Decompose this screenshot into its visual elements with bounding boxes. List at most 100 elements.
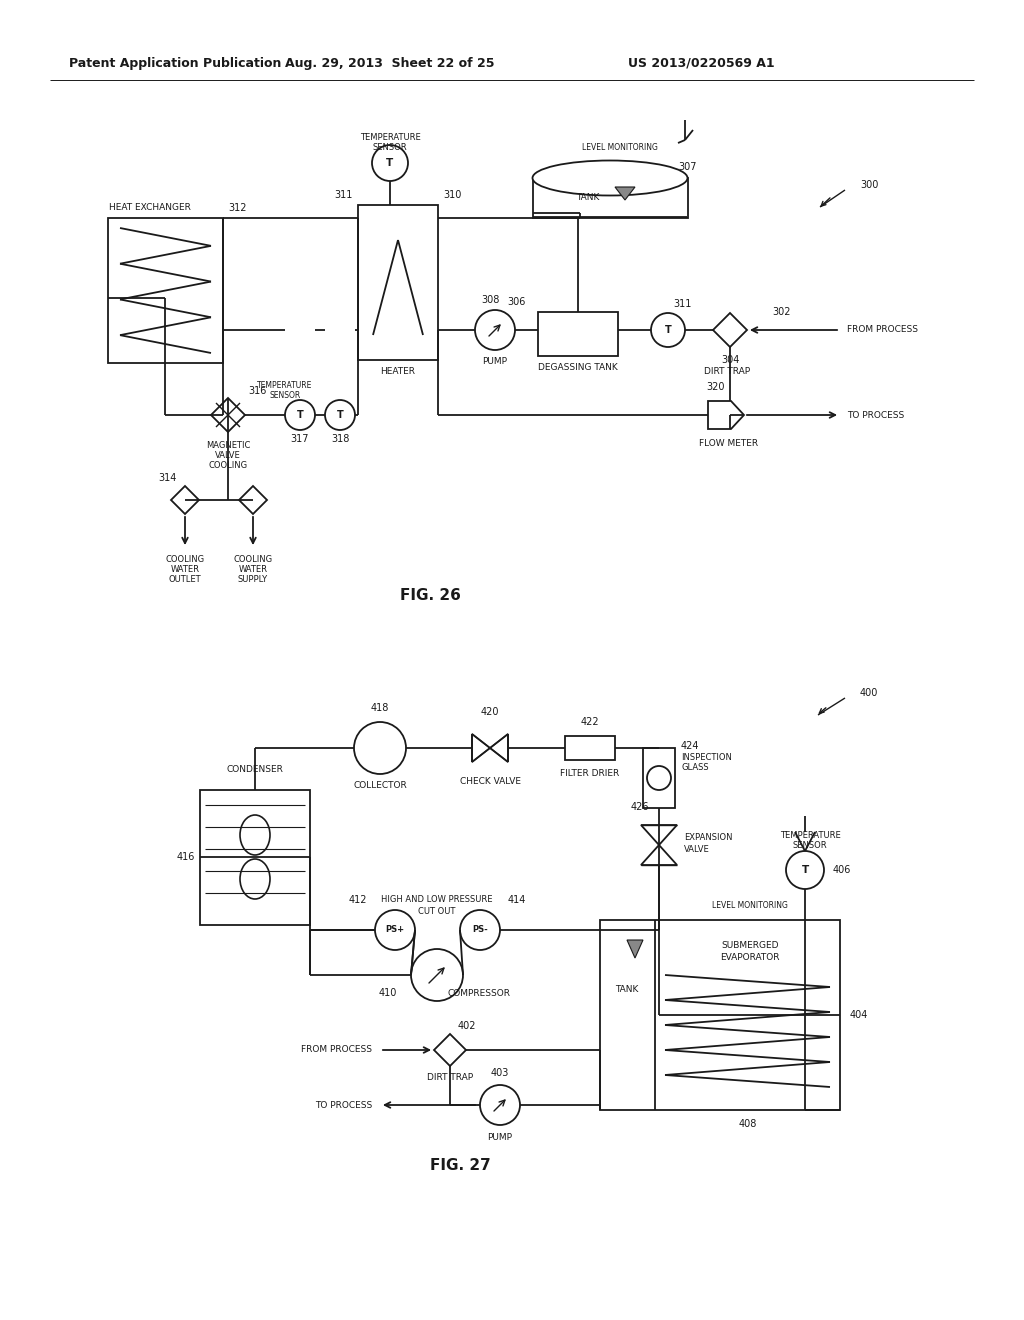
Bar <box>565 737 615 760</box>
Text: TEMPERATURE: TEMPERATURE <box>257 380 312 389</box>
Text: TANK: TANK <box>577 193 600 202</box>
Text: 424: 424 <box>681 741 699 751</box>
Text: SUBMERGED: SUBMERGED <box>721 940 778 949</box>
Text: VALVE: VALVE <box>215 450 241 459</box>
Text: 302: 302 <box>772 308 791 317</box>
Text: DIRT TRAP: DIRT TRAP <box>427 1073 473 1082</box>
Text: 412: 412 <box>348 895 367 906</box>
Text: TO PROCESS: TO PROCESS <box>847 411 904 420</box>
Text: WATER: WATER <box>239 565 267 574</box>
Text: 403: 403 <box>490 1068 509 1078</box>
Text: 304: 304 <box>721 355 739 366</box>
Polygon shape <box>713 313 746 347</box>
Text: CUT OUT: CUT OUT <box>419 907 456 916</box>
Polygon shape <box>239 486 267 513</box>
Circle shape <box>354 722 406 774</box>
Text: FROM PROCESS: FROM PROCESS <box>847 326 918 334</box>
Text: COMPRESSOR: COMPRESSOR <box>447 989 510 998</box>
Text: FIG. 26: FIG. 26 <box>399 587 461 602</box>
Text: T: T <box>665 325 672 335</box>
Bar <box>600 920 840 1110</box>
Text: 404: 404 <box>850 1010 868 1020</box>
Ellipse shape <box>240 859 270 899</box>
Text: TEMPERATURE: TEMPERATURE <box>779 830 841 840</box>
Text: 410: 410 <box>379 987 397 998</box>
Text: EXPANSION: EXPANSION <box>684 833 732 842</box>
Text: 311: 311 <box>335 190 353 201</box>
Text: WATER: WATER <box>171 565 200 574</box>
Text: FROM PROCESS: FROM PROCESS <box>301 1045 372 1055</box>
Text: HEATER: HEATER <box>381 367 416 376</box>
Text: 320: 320 <box>707 381 725 392</box>
Text: 308: 308 <box>481 294 499 305</box>
Text: 312: 312 <box>228 203 247 213</box>
Polygon shape <box>641 825 677 845</box>
Text: VALVE: VALVE <box>684 845 710 854</box>
Text: T: T <box>802 865 809 875</box>
Text: 311: 311 <box>673 300 691 309</box>
Text: 416: 416 <box>176 851 195 862</box>
Text: DIRT TRAP: DIRT TRAP <box>703 367 750 376</box>
Text: FILTER DRIER: FILTER DRIER <box>560 770 620 779</box>
Text: PS+: PS+ <box>385 925 404 935</box>
Text: COOLING: COOLING <box>209 461 248 470</box>
Text: 300: 300 <box>860 180 879 190</box>
Bar <box>108 218 223 363</box>
Text: Aug. 29, 2013  Sheet 22 of 25: Aug. 29, 2013 Sheet 22 of 25 <box>286 57 495 70</box>
Polygon shape <box>472 734 490 762</box>
Text: 317: 317 <box>291 434 309 444</box>
Polygon shape <box>627 940 643 958</box>
Text: T: T <box>337 411 343 420</box>
Text: 408: 408 <box>738 1119 757 1129</box>
Text: 426: 426 <box>631 803 649 812</box>
Text: T: T <box>386 158 393 168</box>
Text: LEVEL MONITORING: LEVEL MONITORING <box>582 143 658 152</box>
Text: 402: 402 <box>458 1020 476 1031</box>
Ellipse shape <box>240 814 270 855</box>
Text: COOLING: COOLING <box>233 556 272 565</box>
Circle shape <box>411 949 463 1001</box>
Text: 314: 314 <box>159 473 177 483</box>
Text: 414: 414 <box>508 895 526 906</box>
Text: FLOW METER: FLOW METER <box>699 438 759 447</box>
Circle shape <box>475 310 515 350</box>
Text: 400: 400 <box>860 688 879 698</box>
Circle shape <box>375 909 415 950</box>
Circle shape <box>285 400 315 430</box>
Text: 406: 406 <box>833 865 851 875</box>
Polygon shape <box>490 734 508 762</box>
Text: CHECK VALVE: CHECK VALVE <box>460 777 520 787</box>
Ellipse shape <box>532 161 687 195</box>
Circle shape <box>647 766 671 789</box>
Polygon shape <box>171 486 199 513</box>
Circle shape <box>325 400 355 430</box>
Text: SENSOR: SENSOR <box>269 391 301 400</box>
Bar <box>538 312 618 356</box>
Text: 316: 316 <box>248 385 266 396</box>
Text: US 2013/0220569 A1: US 2013/0220569 A1 <box>628 57 774 70</box>
Bar <box>534 178 688 218</box>
Polygon shape <box>434 1034 466 1067</box>
Circle shape <box>480 1085 520 1125</box>
Text: OUTLET: OUTLET <box>169 576 202 585</box>
Text: INSPECTION: INSPECTION <box>681 754 732 763</box>
Text: MAGNETIC: MAGNETIC <box>206 441 250 450</box>
Text: 422: 422 <box>581 717 599 727</box>
Circle shape <box>372 145 408 181</box>
Text: DEGASSING TANK: DEGASSING TANK <box>539 363 617 372</box>
Polygon shape <box>211 399 245 432</box>
Text: 306: 306 <box>508 297 526 308</box>
Text: TEMPERATURE: TEMPERATURE <box>359 132 421 141</box>
Text: PUMP: PUMP <box>482 358 508 367</box>
Text: HEAT EXCHANGER: HEAT EXCHANGER <box>110 203 190 213</box>
Text: 307: 307 <box>678 162 696 172</box>
Bar <box>358 205 438 360</box>
Text: 310: 310 <box>443 190 462 201</box>
Text: TANK: TANK <box>615 986 639 994</box>
Text: TO PROCESS: TO PROCESS <box>314 1101 372 1110</box>
Circle shape <box>786 851 824 888</box>
Polygon shape <box>641 845 677 865</box>
Text: T: T <box>297 411 303 420</box>
Text: 318: 318 <box>331 434 349 444</box>
Bar <box>643 748 675 808</box>
